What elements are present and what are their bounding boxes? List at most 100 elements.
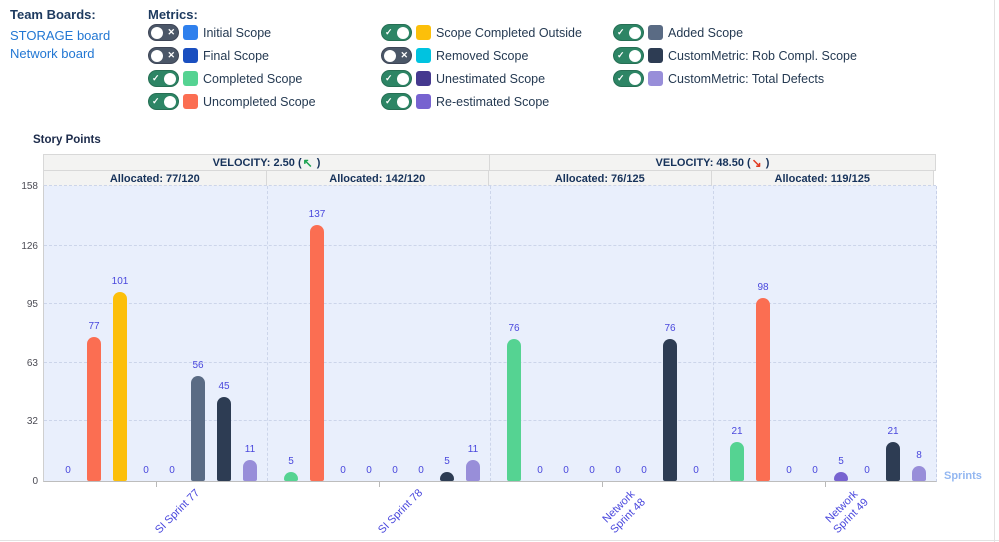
x-tick [601,482,603,487]
y-tick-label: 126 [21,240,38,252]
velocity-cell-left: VELOCITY: 2.50 (↖ ) [43,154,490,171]
allocated-cell-1: Allocated: 77/120 [43,170,267,187]
check-icon: ✓ [617,73,625,83]
metric-label: Uncompleted Scope [203,94,316,109]
bar-value-label: 0 [366,465,372,476]
toggle-knob [629,26,641,39]
toggle-off[interactable]: ✕ [381,47,412,64]
legend-item: ✓ CustomMetric: Rob Compl. Scope [613,47,857,64]
legend-item: ✓ Scope Completed Outside [381,24,582,41]
bar-value-label: 11 [244,444,256,455]
metric-label: Removed Scope [436,48,529,63]
bar-value-label: 76 [664,323,676,334]
bar-value-label: 5 [838,456,844,467]
bar-value-label: 11 [467,444,479,455]
chart-bar [834,472,848,481]
metric-label: Completed Scope [203,71,303,86]
bar-value-label: 77 [88,321,100,332]
metric-label: Re-estimated Scope [436,94,550,109]
bar-value-label: 56 [192,360,204,371]
chart-bar [217,397,231,481]
metric-color-swatch [648,25,663,40]
toggle-off[interactable]: ✕ [148,24,179,41]
legend-item: ✓ Unestimated Scope [381,70,582,87]
legend-item: ✓ CustomMetric: Total Defects [613,70,857,87]
toggle-on[interactable]: ✓ [381,93,412,110]
metric-label: CustomMetric: Rob Compl. Scope [668,48,857,63]
chart-bar [730,442,744,481]
page-bottom-border [0,540,999,541]
toggle-on[interactable]: ✓ [613,24,644,41]
x-category-label: SI Sprint 77 [152,487,202,537]
allocated-cell-3: Allocated: 76/125 [488,170,712,187]
y-tick-label: 63 [26,358,38,370]
bar-value-label: 21 [731,426,743,437]
metrics-title: Metrics: [148,7,198,22]
metric-label: Added Scope [668,25,744,40]
legend-item: ✕ Removed Scope [381,47,582,64]
bar-value-label: 101 [111,276,129,287]
toggle-on[interactable]: ✓ [381,24,412,41]
toggle-knob [397,72,409,85]
chart-bar [87,337,101,481]
metric-color-swatch [416,48,431,63]
board-link-network[interactable]: Network board [10,46,95,61]
bar-value-label: 5 [444,456,450,467]
chart-bar [886,442,900,481]
metric-color-swatch [416,25,431,40]
bar-value-label: 0 [392,465,398,476]
group-separator [267,186,268,481]
bar-value-label: 0 [812,465,818,476]
chart-bar [243,460,257,481]
toggle-on[interactable]: ✓ [381,70,412,87]
x-category-label: SI Sprint 78 [375,487,425,537]
group-separator [713,186,714,481]
toggle-knob [164,72,176,85]
toggle-on[interactable]: ✓ [613,70,644,87]
legend-column: ✕ Initial Scope ✕ Final Scope ✓ Completed Sco… [148,24,316,116]
check-icon: ✓ [152,73,160,83]
chart-bar [756,298,770,481]
velocity-text: VELOCITY: 2.50 ( [212,156,302,169]
group-separator [490,186,491,481]
x-category-label: Network Sprint 48 [599,488,648,537]
y-tick-label: 158 [21,181,38,192]
bar-value-label: 137 [308,209,326,220]
toggle-knob [629,72,641,85]
board-link-storage[interactable]: STORAGE board [10,28,111,43]
chart-bar [912,466,926,481]
toggle-knob [151,26,163,39]
legend-item: ✕ Final Scope [148,47,316,64]
legend-column: ✓ Scope Completed Outside ✕ Removed Scope ✓ U… [381,24,582,116]
toggle-on[interactable]: ✓ [613,47,644,64]
velocity-cell-right: VELOCITY: 48.50 (↘ ) [489,154,936,171]
y-axis-title: Story Points [33,134,101,146]
metric-label: Initial Scope [203,25,272,40]
legend-item: ✓ Added Scope [613,24,857,41]
bar-value-label: 0 [864,465,870,476]
check-icon: ✓ [152,96,160,106]
chart-bar [310,225,324,481]
chart-bar [284,472,298,481]
chart-bar [440,472,454,481]
plot-area: 0 77 101 0 0 56 45 11 5 137 0 0 0 0 5 11 76 0 0 0 0 0 76 0 21 98 0… [43,185,937,482]
velocity-text-close: ) [313,156,321,169]
bar-value-label: 5 [288,456,294,467]
gridline [44,185,936,187]
legend-item: ✓ Uncompleted Scope [148,93,316,110]
toggle-on[interactable]: ✓ [148,70,179,87]
toggle-knob [384,49,396,62]
check-icon: ✓ [385,73,393,83]
check-icon: ✓ [385,27,393,37]
metric-label: Scope Completed Outside [436,25,582,40]
bar-value-label: 0 [563,465,569,476]
toggle-knob [629,49,641,62]
metric-label: Unestimated Scope [436,71,546,86]
toggle-off[interactable]: ✕ [148,47,179,64]
toggle-on[interactable]: ✓ [148,93,179,110]
toggle-knob [164,95,176,108]
y-tick-label: 32 [26,416,38,428]
legend-item: ✕ Initial Scope [148,24,316,41]
y-tick-label: 0 [32,476,38,487]
cross-icon: ✕ [400,50,408,60]
